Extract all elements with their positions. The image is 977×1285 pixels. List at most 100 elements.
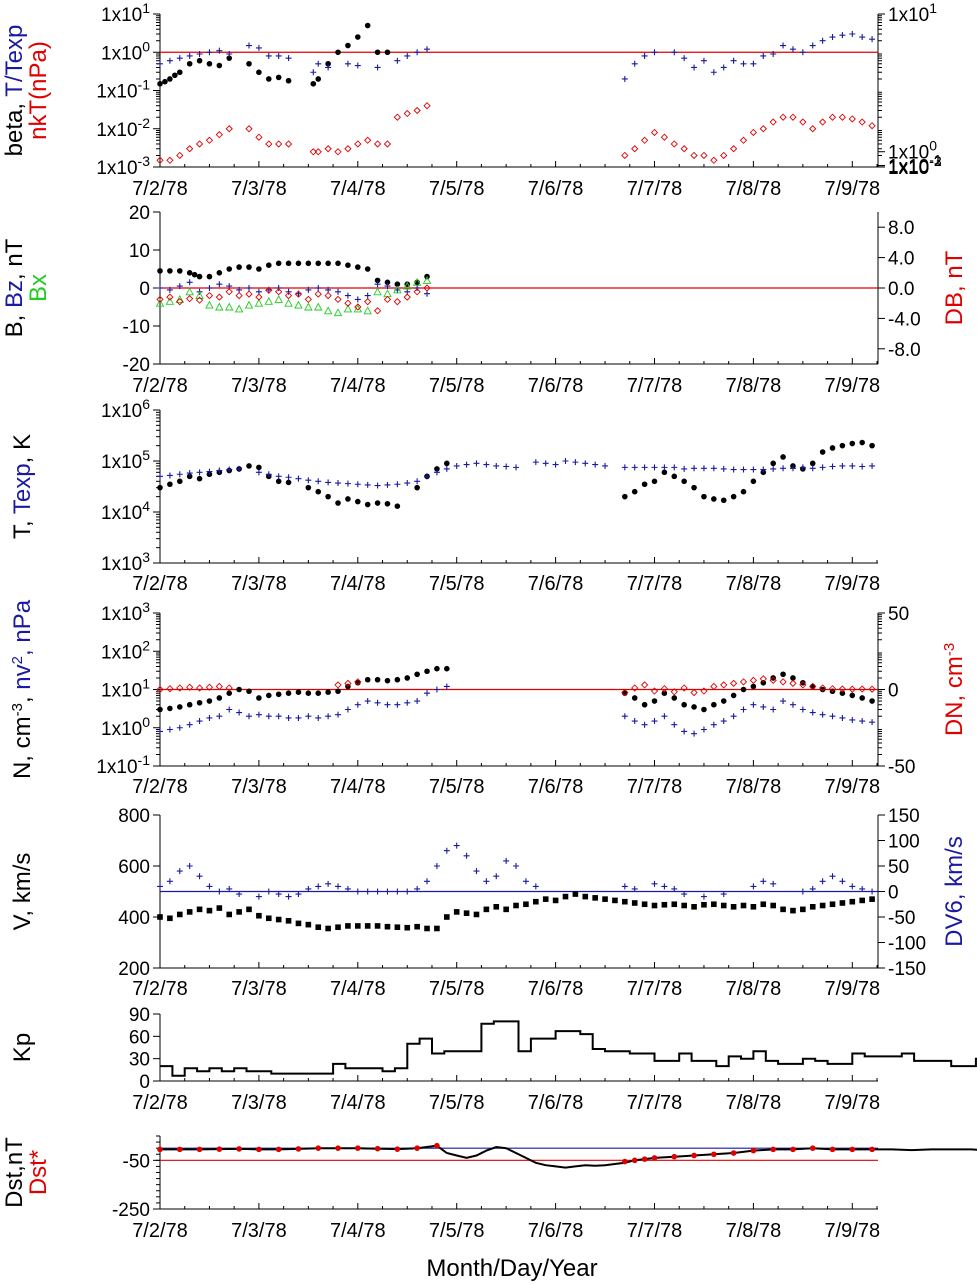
data-point [631, 488, 638, 495]
data-point [315, 285, 322, 291]
data-point [374, 277, 381, 284]
data-point [335, 260, 341, 267]
data-point [216, 270, 223, 276]
data-point [345, 42, 351, 49]
y-tick-mantissa: 1x10 [101, 642, 142, 663]
data-point [215, 682, 223, 691]
data-point [819, 37, 826, 44]
data-point [730, 57, 737, 64]
data-point [364, 292, 371, 299]
data-point [650, 128, 659, 137]
data-point [246, 906, 252, 913]
x-tick-label: 7/3/78 [231, 1092, 287, 1114]
data-point [552, 897, 559, 904]
y-tick-mantissa: 1x10 [101, 604, 142, 625]
data-point [176, 1146, 183, 1153]
data-point [720, 718, 727, 725]
data-point [246, 688, 252, 695]
data-point [710, 465, 717, 472]
data-point [364, 923, 371, 929]
data-point [383, 140, 392, 148]
data-point [226, 51, 233, 58]
data-point [156, 295, 164, 304]
data-point [244, 300, 254, 309]
data-point [809, 465, 816, 472]
data-point [236, 891, 243, 898]
data-point [206, 468, 213, 475]
data-point [829, 463, 836, 470]
data-point [869, 462, 876, 469]
x-tick-label: 7/5/78 [429, 573, 485, 595]
data-point [364, 481, 371, 488]
data-point [818, 118, 827, 126]
data-point [809, 904, 816, 910]
data-point [255, 44, 262, 51]
data-point [186, 863, 193, 869]
data-point [404, 52, 411, 59]
data-point [681, 465, 688, 472]
data-point [809, 709, 816, 716]
data-point [839, 714, 846, 721]
data-point [324, 145, 332, 153]
data-point [869, 888, 876, 895]
data-point [167, 76, 173, 82]
data-point [325, 260, 331, 267]
data-point [631, 695, 638, 701]
y-axis-label-part: -3 [941, 643, 958, 656]
data-point [191, 271, 198, 278]
data-point [404, 699, 411, 706]
data-point [186, 60, 193, 67]
data-point [621, 883, 628, 890]
data-point [423, 102, 431, 110]
data-point [216, 695, 223, 701]
series-line [160, 1020, 977, 1077]
y-axis-label: beta, T/Texp [1, 25, 28, 157]
data-point [393, 298, 401, 306]
data-point [176, 69, 183, 76]
data-point [275, 713, 282, 720]
data-point [770, 460, 776, 467]
data-point [602, 462, 609, 469]
y-tick-exponent: 0 [142, 38, 150, 54]
data-point [265, 471, 272, 478]
y-tick-exponent: 0 [929, 138, 937, 154]
data-point [671, 721, 678, 728]
data-point [394, 481, 401, 488]
data-point [660, 133, 669, 141]
data-point [799, 49, 806, 56]
data-point [175, 294, 185, 303]
y-tick-exponent: -1 [929, 151, 942, 167]
data-point [729, 679, 738, 688]
data-point [740, 706, 747, 713]
data-point [700, 57, 707, 64]
data-point [315, 76, 322, 82]
data-point [621, 464, 628, 471]
data-point [275, 140, 283, 148]
data-point [443, 847, 450, 854]
panel-temp: 7/2/78 7/3/78 7/4/78 7/5/78 7/6/78 7/7/78 7/8/… [9, 396, 880, 595]
data-point [681, 728, 688, 735]
data-point [236, 1146, 242, 1152]
data-point [542, 896, 549, 902]
data-point [285, 918, 292, 924]
data-point [236, 264, 242, 270]
y-axis-label-part: Bz [1, 280, 28, 308]
data-point [265, 915, 272, 922]
data-point [335, 711, 342, 718]
data-point [325, 479, 332, 486]
data-point [849, 1146, 856, 1153]
data-point [355, 1145, 361, 1151]
data-point [760, 703, 767, 710]
data-point [828, 113, 837, 121]
data-point [394, 888, 401, 895]
data-point [215, 293, 223, 301]
data-point [206, 60, 213, 67]
data-point [839, 442, 846, 449]
x-tick-label: 7/3/78 [231, 978, 287, 1000]
y-tick-exponent: -2 [138, 115, 151, 131]
x-tick-label: 7/9/78 [824, 573, 880, 595]
data-point [285, 690, 292, 697]
data-point [374, 888, 381, 895]
data-point [157, 706, 163, 713]
y-tick-label: 1x10-3 [888, 153, 942, 179]
